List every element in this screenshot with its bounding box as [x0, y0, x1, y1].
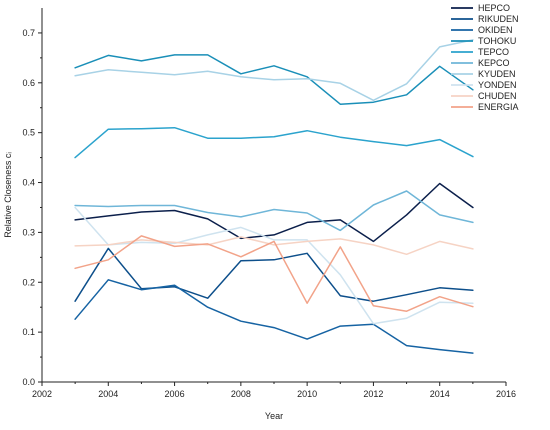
- x-tick-label: 2008: [231, 389, 251, 399]
- x-tick-label: 2014: [430, 389, 450, 399]
- series-line-hepco: [74, 182, 474, 243]
- x-tick-label: 2010: [297, 389, 317, 399]
- series-line-yonden: [74, 206, 474, 325]
- x-tick-label: 2002: [32, 389, 52, 399]
- legend-label-hepco: HEPCO: [478, 3, 510, 13]
- legend-label-okiden: OKIDEN: [478, 25, 513, 35]
- x-axis-title: Year: [265, 411, 283, 421]
- series-line-kepco: [74, 190, 474, 232]
- legend-label-energia: ENERGIA: [478, 102, 519, 112]
- series-lines: [74, 39, 474, 354]
- x-tick-label: 2016: [496, 389, 516, 399]
- series-line-okiden: [74, 279, 474, 354]
- legend-label-tepco: TEPCO: [478, 47, 509, 57]
- legend-label-kyuden: KYUDEN: [478, 69, 516, 79]
- series-line-tepco: [74, 126, 474, 159]
- legend: HEPCORIKUDENOKIDENTOHOKUTEPCOKEPCOKYUDEN…: [451, 3, 519, 112]
- series-line-rikuden: [74, 247, 474, 302]
- y-tick-label: 0.5: [22, 128, 35, 138]
- x-tick-label: 2012: [363, 389, 383, 399]
- y-tick-label: 0.3: [22, 227, 35, 237]
- axes: 2002 2004 2006 2008 2010 2012 2014 2016 0.0 0.1 0.…: [22, 8, 516, 399]
- y-tick-label: 0.2: [22, 277, 35, 287]
- x-tick-label: 2004: [98, 389, 118, 399]
- y-tick-label: 0.4: [22, 178, 35, 188]
- legend-label-chuden: CHUDEN: [478, 91, 517, 101]
- legend-label-tohoku: TOHOKU: [478, 36, 516, 46]
- legend-label-yonden: YONDEN: [478, 80, 517, 90]
- legend-label-kepco: KEPCO: [478, 58, 510, 68]
- y-tick-label: 0.0: [22, 377, 35, 387]
- y-tick-label: 0.6: [22, 78, 35, 88]
- series-line-kyuden: [74, 39, 474, 102]
- series-line-energia: [74, 235, 474, 312]
- y-tick-label: 0.7: [22, 28, 35, 38]
- y-tick-label: 0.1: [22, 327, 35, 337]
- legend-label-rikuden: RIKUDEN: [478, 14, 519, 24]
- series-line-chuden: [74, 236, 474, 256]
- y-axis-title: Relative Closeness cᵢ: [3, 152, 13, 237]
- series-line-tohoku: [74, 54, 474, 105]
- x-tick-label: 2006: [165, 389, 185, 399]
